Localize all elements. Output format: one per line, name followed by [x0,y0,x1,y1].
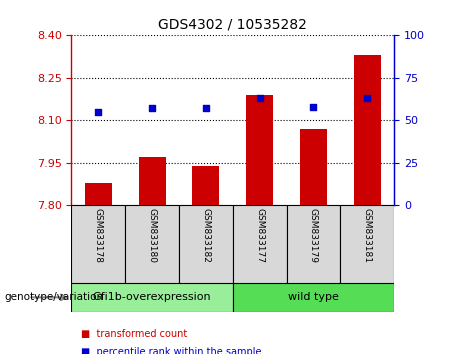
Text: genotype/variation: genotype/variation [5,292,104,302]
Bar [233,205,287,283]
Text: Gfi1b-overexpression: Gfi1b-overexpression [93,292,212,302]
Text: GSM833182: GSM833182 [201,208,210,263]
Bar [179,205,233,283]
Bar [246,95,273,205]
Bar [139,157,165,205]
Bar [340,205,394,283]
Bar [354,55,381,205]
Bar [125,205,179,283]
Text: GSM833177: GSM833177 [255,208,264,263]
Title: GDS4302 / 10535282: GDS4302 / 10535282 [159,17,307,32]
Point [95,109,102,115]
Point [256,96,263,101]
Bar [85,183,112,205]
Text: GSM833179: GSM833179 [309,208,318,263]
Bar [233,283,394,312]
Point [310,104,317,110]
Point [364,96,371,101]
Text: ■  percentile rank within the sample: ■ percentile rank within the sample [81,347,261,354]
Point [202,105,210,111]
Bar [287,205,340,283]
Bar [300,129,327,205]
Text: GSM833178: GSM833178 [94,208,103,263]
Text: ■  transformed count: ■ transformed count [81,329,187,339]
Bar [71,205,125,283]
Text: GSM833180: GSM833180 [148,208,157,263]
Point [148,105,156,111]
Text: wild type: wild type [288,292,339,302]
Bar [193,166,219,205]
Text: GSM833181: GSM833181 [363,208,372,263]
Bar [71,283,233,312]
